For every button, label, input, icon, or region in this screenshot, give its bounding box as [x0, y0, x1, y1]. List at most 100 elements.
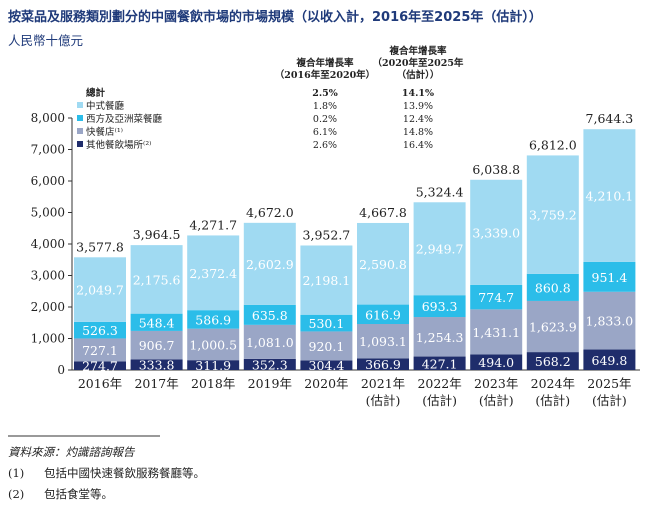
data-label: 2,602.9: [246, 257, 294, 272]
footnotes: 資料來源：灼識諮詢報告 (1) 包括中國快速餐飲服務餐廳等。 (2) 包括食堂等。: [8, 442, 205, 505]
data-label: 1,623.9: [529, 320, 577, 335]
bar-segment: [130, 313, 183, 331]
x-tick-label: (估計): [535, 393, 570, 408]
data-label: 1,833.0: [586, 314, 634, 329]
x-tick-label: 2021年: [361, 376, 405, 391]
bar-segment: [187, 328, 240, 361]
chart-title: 按菜品及服務類別劃分的中國餐飲市場的市場規模（以收入計，2016年至2025年（…: [8, 10, 542, 25]
x-tick-label: 2024年: [531, 376, 575, 391]
bar-segment: [470, 309, 523, 355]
legend-total-cagr2: 14.1%: [402, 88, 434, 99]
legend-label: 其他餐飲場所⁽²⁾: [86, 139, 151, 151]
bar-segment: [413, 202, 466, 296]
data-label: 333.8: [139, 358, 175, 373]
total-label: 3,952.7: [303, 227, 351, 242]
bar-segment: [526, 273, 579, 301]
y-tick-label: 4,000: [31, 237, 65, 251]
bar-segment: [526, 300, 579, 353]
bar-segment: [357, 324, 409, 359]
x-tick-label: 2018年: [191, 376, 235, 391]
data-label: 3,339.0: [472, 225, 520, 240]
x-tick-label: 2020年: [304, 376, 348, 391]
data-label: 2,590.8: [359, 257, 407, 272]
bar-segment: [357, 304, 409, 325]
data-label: 2,049.7: [76, 283, 124, 298]
legend-header-cagr1: 複合年增長率: [295, 57, 354, 69]
y-tick-label: 5,000: [31, 206, 65, 220]
data-label: 530.1: [309, 316, 345, 331]
bar-segment: [74, 361, 126, 370]
legend-swatch: [77, 128, 83, 134]
legend-label: 中式餐廳: [86, 100, 125, 112]
data-label: 1,081.0: [246, 335, 294, 350]
bar-segment: [583, 349, 636, 370]
bar-segment: [243, 304, 296, 325]
bar-segment: [583, 261, 636, 292]
bar-segment: [470, 284, 523, 310]
bar-segment: [130, 330, 183, 360]
data-label: 311.9: [195, 358, 231, 373]
data-label: 2,175.6: [133, 272, 181, 287]
total-label: 3,964.5: [133, 227, 181, 242]
x-tick-label: 2025年: [587, 376, 631, 391]
x-tick-label: 2017年: [134, 376, 178, 391]
y-tick-label: 2,000: [31, 300, 65, 314]
bar-segment: [243, 358, 296, 370]
data-label: 494.0: [478, 355, 514, 370]
x-tick-label: 2023年: [474, 376, 518, 391]
stacked-bar-chart: 0 1,000 2,000 3,000 4,000 5,000 6,000 7,000 8,00…: [8, 45, 640, 437]
total-label: 7,644.3: [586, 111, 634, 126]
data-label: 548.4: [139, 315, 175, 330]
total-label: 4,667.8: [359, 205, 407, 220]
data-label: 2,372.4: [189, 266, 237, 281]
x-tick-label: 2016年: [78, 376, 122, 391]
legend-cagr1: 2.6%: [313, 140, 337, 151]
bar-segment: [413, 317, 466, 357]
bar-segment: [243, 222, 296, 305]
data-label: 1,254.3: [416, 330, 464, 345]
data-label: 526.3: [82, 323, 118, 338]
data-label: 774.7: [478, 290, 514, 305]
bar-segment: [300, 245, 353, 315]
data-label: 4,210.1: [586, 189, 634, 204]
bar-segment: [187, 235, 240, 311]
legend-total-cagr1: 2.5%: [312, 88, 338, 99]
data-label: 649.8: [592, 353, 628, 368]
bar-segment: [243, 324, 296, 359]
data-label: 586.9: [195, 312, 231, 327]
bar-segment: [526, 155, 579, 274]
legend-total-label: 總計: [86, 87, 106, 99]
legend-swatch: [77, 141, 83, 147]
data-label: 3,759.2: [529, 208, 577, 223]
footnote-1: (1) 包括中國快速餐飲服務餐廳等。: [8, 466, 205, 480]
source-note: 資料來源：灼識諮詢報告: [8, 445, 135, 459]
bar-segment: [130, 245, 183, 314]
legend-cagr2: 16.4%: [403, 140, 433, 151]
bar-segment: [357, 222, 409, 305]
legend-header-cagr2: （2020年至2025年: [373, 57, 464, 69]
data-label: 427.1: [422, 356, 458, 371]
bar-segment: [300, 314, 353, 332]
data-label: 2,198.1: [303, 273, 351, 288]
bar-segment: [300, 331, 353, 361]
y-tick-label: 6,000: [31, 174, 65, 188]
data-label: 366.9: [365, 357, 401, 372]
legend-cagr2: 13.9%: [403, 101, 433, 112]
bar-segment: [74, 321, 126, 339]
data-label: 352.3: [252, 357, 288, 372]
total-label: 3,577.8: [76, 239, 124, 254]
x-tick-label: (估計): [366, 393, 401, 408]
bar-segment: [413, 356, 466, 370]
data-label: 951.4: [592, 270, 628, 285]
data-label: 906.7: [139, 338, 175, 353]
legend-header-cagr2: （估計））: [397, 69, 440, 81]
total-label: 5,324.4: [416, 184, 464, 199]
y-tick-label: 1,000: [31, 332, 65, 346]
y-tick-label: 3,000: [31, 269, 65, 283]
data-label: 1,093.1: [359, 334, 407, 349]
legend-label: 快餐店⁽¹⁾: [86, 126, 123, 138]
data-label: 1,431.1: [472, 325, 520, 340]
legend-cagr2: 14.8%: [403, 127, 433, 138]
y-tick-label: 0: [57, 363, 65, 377]
data-label: 304.4: [309, 358, 345, 373]
